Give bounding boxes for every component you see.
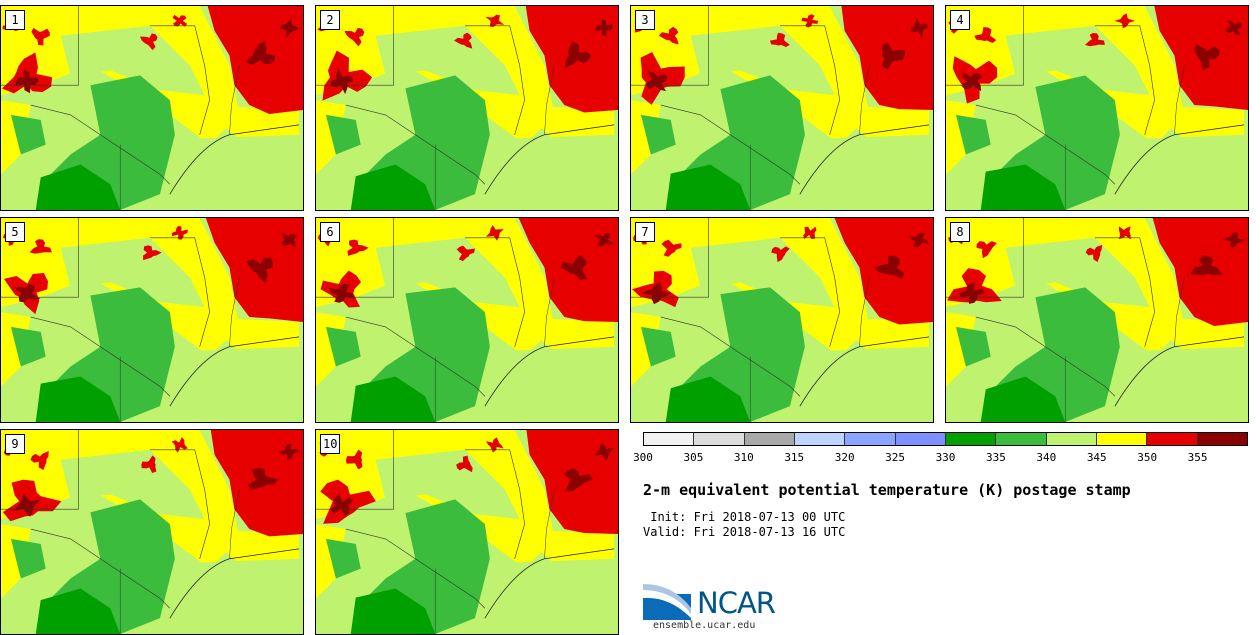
colorbar-segment	[744, 433, 795, 445]
member-number-label: 5	[5, 222, 25, 242]
colorbar-segment	[845, 433, 896, 445]
colorbar-segment	[996, 433, 1047, 445]
member-panel-10: 10	[315, 429, 619, 635]
ncar-logo-icon	[643, 584, 691, 620]
member-panel-9: 9	[0, 429, 304, 635]
ncar-logo-text: NCAR	[697, 586, 776, 620]
member-panel-1: 1	[0, 5, 304, 211]
theta-e-map	[946, 218, 1248, 422]
colorbar-tick-label: 350	[1137, 451, 1158, 464]
theta-e-map	[946, 6, 1248, 210]
colorbar-tick-label: 330	[935, 451, 956, 464]
member-panel-5: 5	[0, 217, 304, 423]
colorbar-segment	[1046, 433, 1097, 445]
colorbar-tick-label: 305	[683, 451, 704, 464]
member-panel-8: 8	[945, 217, 1249, 423]
colorbar-segment	[794, 433, 846, 445]
member-number-label: 6	[320, 222, 340, 242]
colorbar-tick-label: 310	[733, 451, 754, 464]
colorbar-tick-label: 320	[834, 451, 855, 464]
theta-e-map	[1, 218, 303, 422]
colorbar-tick-label: 335	[985, 451, 1006, 464]
colorbar-segment	[895, 433, 946, 445]
colorbar-segment	[694, 433, 745, 445]
colorbar-segment	[1147, 433, 1198, 445]
member-number-label: 2	[320, 10, 340, 30]
member-panel-6: 6	[315, 217, 619, 423]
theta-e-map	[316, 218, 618, 422]
member-number-label: 8	[950, 222, 970, 242]
theta-e-map	[1, 6, 303, 210]
member-number-label: 9	[5, 434, 25, 454]
member-number-label: 4	[950, 10, 970, 30]
theta-e-map	[631, 218, 933, 422]
member-number-label: 7	[635, 222, 655, 242]
member-panel-2: 2	[315, 5, 619, 211]
colorbar-tick-label: 355	[1187, 451, 1208, 464]
colorbar	[643, 432, 1248, 446]
theta-e-map	[631, 6, 933, 210]
valid-time: Valid: Fri 2018-07-13 16 UTC	[643, 525, 846, 539]
colorbar-tick-label: 345	[1086, 451, 1107, 464]
colorbar-segment	[1197, 433, 1247, 445]
member-number-label: 3	[635, 10, 655, 30]
theta-e-map	[316, 6, 618, 210]
member-number-label: 1	[5, 10, 25, 30]
member-panel-3: 3	[630, 5, 934, 211]
member-panel-4: 4	[945, 5, 1249, 211]
colorbar-segment	[945, 433, 997, 445]
theta-e-map	[1, 430, 303, 634]
colorbar-segment	[644, 433, 695, 445]
footer-url: ensemble.ucar.edu	[653, 620, 756, 631]
colorbar-tick-label: 300	[633, 451, 653, 464]
init-time: Init: Fri 2018-07-13 00 UTC	[643, 510, 846, 524]
chart-title: 2-m equivalent potential temperature (K)…	[643, 481, 1131, 499]
colorbar-tick-label: 315	[784, 451, 805, 464]
member-number-label: 10	[320, 434, 341, 454]
member-panel-7: 7	[630, 217, 934, 423]
colorbar-segment	[1096, 433, 1148, 445]
theta-e-map	[316, 430, 618, 634]
colorbar-tick-label: 340	[1036, 451, 1057, 464]
colorbar-tick-label: 325	[885, 451, 906, 464]
